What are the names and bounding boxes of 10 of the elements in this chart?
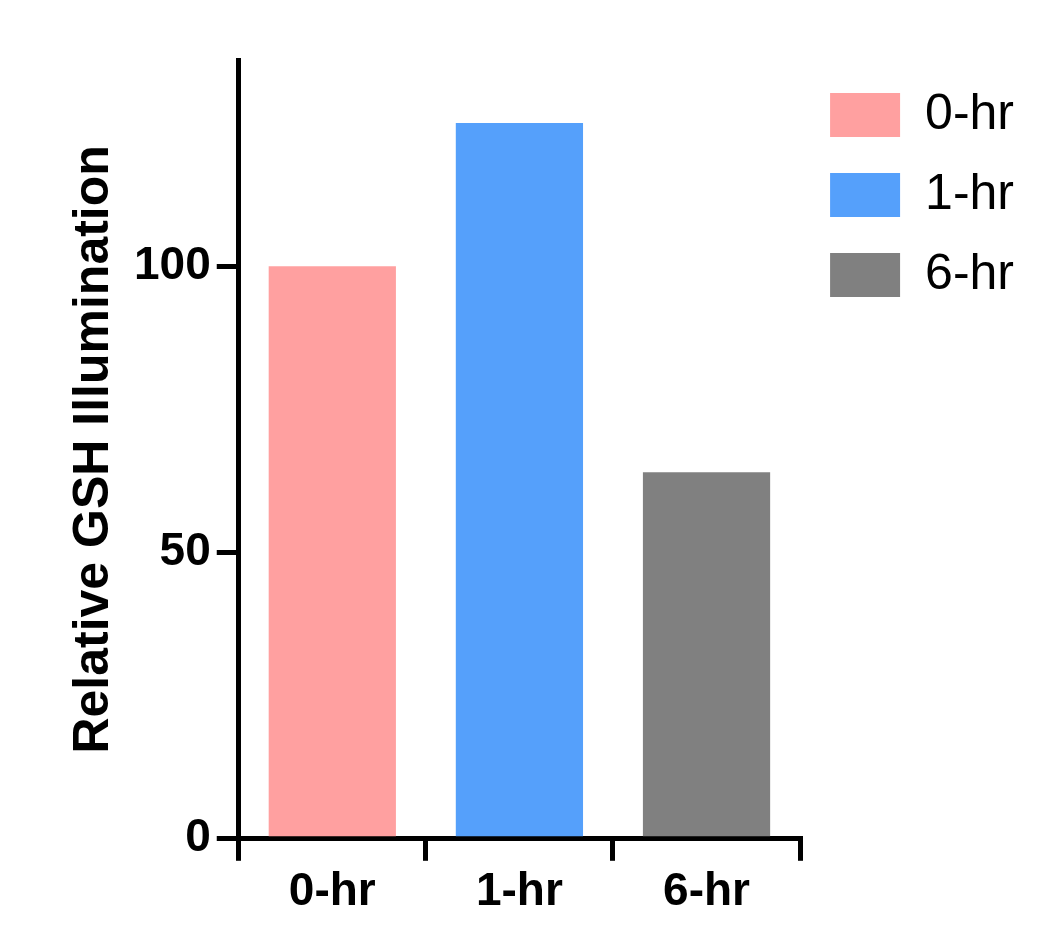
legend-label: 6-hr — [925, 243, 1015, 300]
x-tick-label: 0-hr — [288, 863, 376, 916]
y-tick-label: 100 — [134, 236, 211, 289]
y-tick-label: 50 — [159, 523, 211, 576]
y-axis-title: Relative GSH Illumination — [62, 145, 119, 754]
y-tick-label: 0 — [185, 809, 211, 862]
x-tick-label: 6-hr — [663, 863, 751, 916]
legend-label: 0-hr — [925, 83, 1015, 140]
x-tick-label: 1-hr — [475, 863, 563, 916]
legend-label: 1-hr — [925, 163, 1015, 220]
